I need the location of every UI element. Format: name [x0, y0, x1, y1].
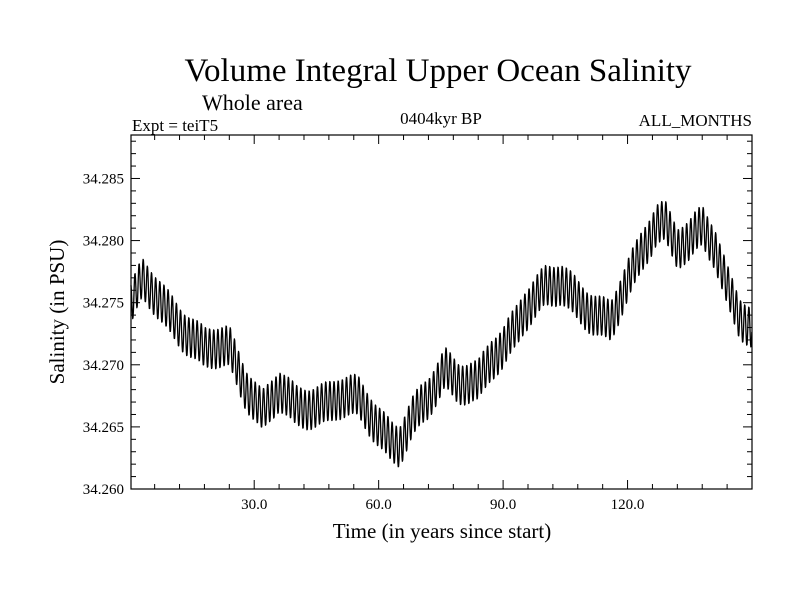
experiment-label: Expt = teiT5 [132, 116, 218, 135]
x-tick-labels: 30.0 60.0 90.0 120.0 [241, 497, 644, 513]
salinity-series-line [130, 200, 753, 468]
chart-subtitle: Whole area [202, 90, 303, 115]
y-tick-labels: 34.260 34.265 34.270 34.275 34.280 34.285 [83, 171, 124, 498]
y-tick-label: 34.275 [83, 296, 124, 312]
x-tick-label: 30.0 [241, 497, 267, 513]
x-axis-label: Time (in years since start) [333, 519, 552, 543]
y-tick-label: 34.270 [83, 358, 124, 374]
y-tick-label: 34.265 [83, 420, 124, 436]
y-tick-label: 34.285 [83, 171, 124, 187]
x-tick-label: 60.0 [366, 497, 392, 513]
axis-ticks [131, 135, 752, 490]
plot-frame [130, 134, 753, 490]
y-tick-label: 34.280 [83, 234, 124, 250]
x-tick-label: 90.0 [490, 497, 516, 513]
y-axis-label: Salinity (in PSU) [45, 240, 69, 385]
x-tick-label: 120.0 [611, 497, 645, 513]
months-label: ALL_MONTHS [639, 111, 752, 130]
y-tick-label: 34.260 [83, 482, 124, 498]
period-label: 0404kyr BP [400, 109, 482, 128]
chart-title: Volume Integral Upper Ocean Salinity [184, 53, 692, 89]
